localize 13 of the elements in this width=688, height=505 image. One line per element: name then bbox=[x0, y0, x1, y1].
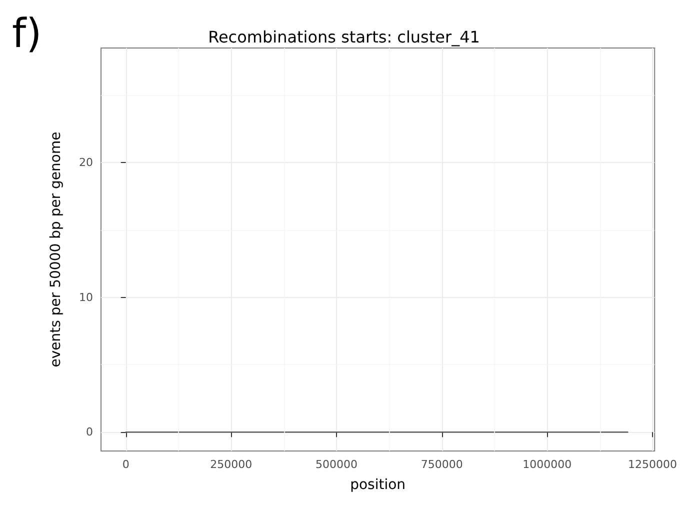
text: f) bbox=[12, 11, 42, 57]
y-axis-title: events per 50000 bp per genome bbox=[48, 132, 64, 368]
x-tick-label: 1000000 bbox=[522, 458, 572, 471]
x-tick-label: 500000 bbox=[316, 458, 358, 471]
y-tick-label: 10 bbox=[79, 290, 93, 304]
y-tick-label: 0 bbox=[86, 426, 93, 439]
x-tick-label: 750000 bbox=[420, 458, 463, 471]
y-tick-label: 20 bbox=[79, 156, 93, 170]
chart-title: Recombinations starts: cluster_41 bbox=[208, 28, 480, 46]
x-tick-label: 0 bbox=[122, 458, 130, 471]
x-axis-title: position bbox=[350, 477, 406, 493]
x-tick-label: 1250000 bbox=[628, 458, 678, 471]
x-tick-label: 250000 bbox=[210, 458, 252, 471]
